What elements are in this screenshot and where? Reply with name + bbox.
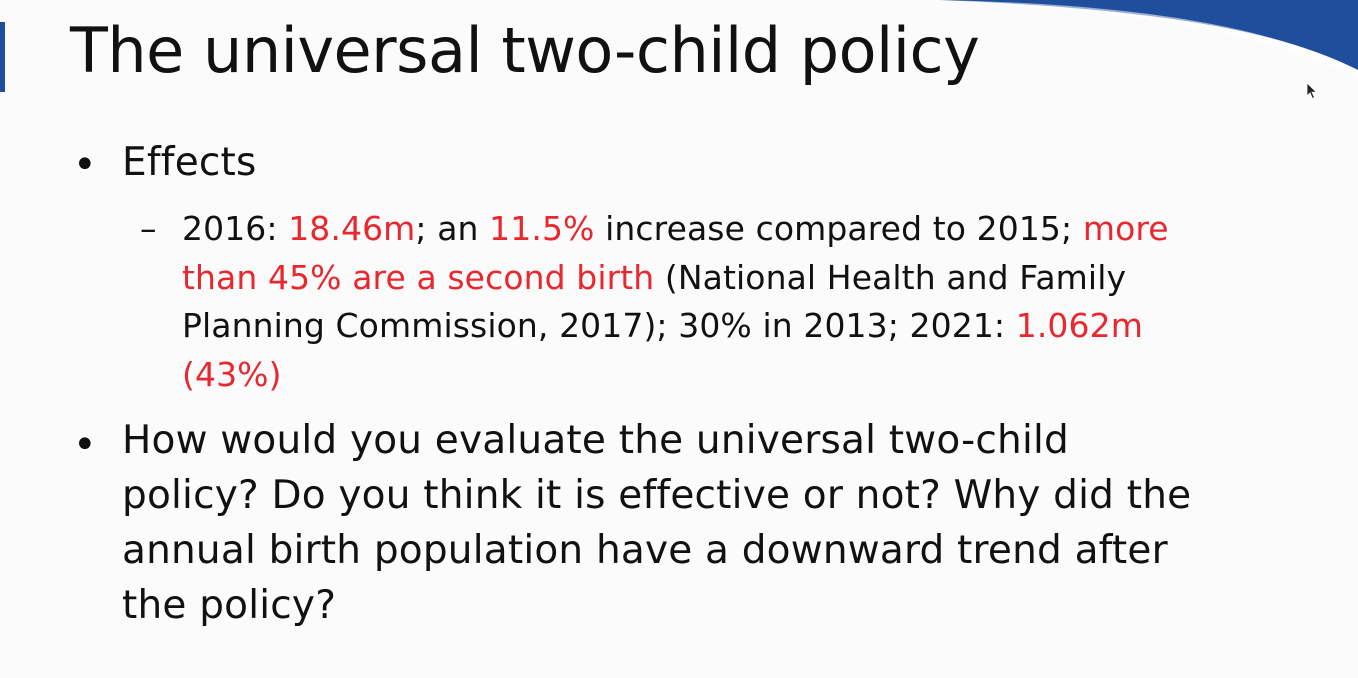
- question-line-3: annual birth population have a downward …: [122, 528, 1168, 573]
- left-accent-bar: [0, 22, 5, 92]
- corner-swoosh-decoration: [938, 0, 1358, 78]
- mouse-pointer-icon: [1306, 82, 1318, 100]
- highlight-text: (43%): [182, 354, 282, 394]
- highlight-text: than 45% are a second birth: [182, 257, 655, 297]
- effects-detail-text: 2016: 18.46m; an 11.5% increase compared…: [182, 205, 1292, 399]
- bullet-2-glyph: •: [73, 422, 97, 468]
- slide-title: The universal two-child policy: [70, 14, 980, 87]
- highlight-text: 1.062m: [1015, 306, 1143, 345]
- effects-line-3: Planning Commission, 2017); 30% in 2013;…: [182, 302, 1292, 351]
- bullet-1-heading: Effects: [122, 140, 257, 185]
- question-line-1: How would you evaluate the universal two…: [122, 418, 1069, 463]
- body-text: (National Health and Family: [654, 257, 1127, 297]
- question-line-4: the policy?: [122, 583, 337, 628]
- highlight-text: more: [1082, 209, 1169, 248]
- body-text: ; an: [415, 209, 490, 248]
- body-text: increase compared to 2015;: [594, 209, 1083, 248]
- highlight-text: 18.46m: [288, 209, 416, 248]
- body-text: 2016:: [182, 209, 289, 248]
- effects-line-1: 2016: 18.46m; an 11.5% increase compared…: [182, 205, 1292, 254]
- effects-line-2: than 45% are a second birth (National He…: [182, 254, 1292, 303]
- question-line-2: policy? Do you think it is effective or …: [122, 473, 1192, 518]
- highlight-text: 11.5%: [489, 209, 595, 248]
- sub-bullet-dash: –: [140, 209, 157, 248]
- body-text: Planning Commission, 2017); 30% in 2013;…: [182, 306, 1016, 345]
- bullet-2-question: How would you evaluate the universal two…: [122, 413, 1191, 633]
- effects-line-4: (43%): [182, 351, 1292, 400]
- bullet-1-glyph: •: [73, 142, 97, 188]
